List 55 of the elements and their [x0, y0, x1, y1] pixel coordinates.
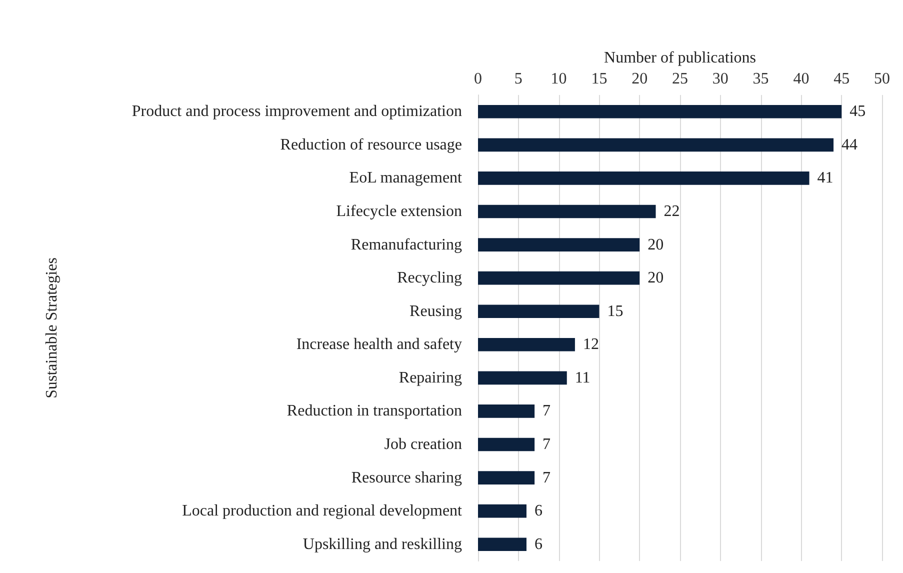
data-label: 45	[850, 103, 866, 120]
bar	[478, 271, 640, 285]
bar	[478, 404, 535, 418]
data-label: 20	[648, 236, 664, 254]
bar	[478, 138, 834, 152]
y-tick-label: Recycling	[397, 270, 462, 287]
data-label: 15	[607, 302, 624, 320]
y-axis-title: Sustainable Strategies	[44, 258, 60, 398]
y-tick-label: Job creation	[384, 436, 462, 453]
y-tick-label: Reduction of resource usage	[280, 136, 462, 154]
data-label: 7	[542, 469, 551, 486]
x-tick-label: 30	[712, 70, 728, 88]
y-tick-label: Resource sharing	[351, 469, 462, 486]
bar	[478, 338, 575, 352]
data-label: 44	[842, 136, 858, 154]
x-tick-label: 15	[591, 70, 608, 88]
y-tick-label: Remanufacturing	[350, 236, 462, 254]
bar	[478, 371, 567, 385]
x-axis-title: Number of publications	[604, 50, 756, 67]
bar	[478, 438, 535, 452]
y-tick-label: Repairing	[398, 369, 462, 386]
bar	[478, 172, 810, 185]
data-label: 12	[582, 336, 599, 354]
data-label: 7	[542, 436, 551, 453]
y-tick-label: Local production and regional development	[182, 502, 463, 520]
y-tick-label: Reusing	[410, 302, 462, 320]
y-tick-label: Product and process improvement and optimization	[132, 103, 462, 120]
bar	[478, 471, 535, 484]
y-tick-label: Upskilling and reskilling	[302, 536, 462, 553]
bar	[478, 204, 656, 218]
y-tick-label: Lifecycle extension	[336, 203, 462, 220]
data-label: 11	[574, 369, 590, 386]
x-tick-label: 45	[834, 70, 850, 88]
x-tick-label: 20	[632, 70, 648, 88]
data-label: 7	[542, 402, 551, 420]
x-tick-label: 35	[752, 70, 769, 88]
data-label: 6	[534, 502, 542, 520]
bar	[478, 104, 842, 118]
y-tick-label: EoL management	[349, 170, 463, 187]
data-label: 20	[648, 270, 664, 287]
x-tick-label: 5	[514, 70, 522, 88]
data-label: 41	[817, 170, 834, 187]
x-tick-label: 0	[474, 70, 482, 88]
x-tick-label: 50	[874, 70, 890, 88]
x-tick-label: 10	[550, 70, 567, 88]
bar	[478, 538, 526, 552]
x-tick-label: 40	[793, 70, 810, 88]
x-tick-label: 25	[672, 70, 688, 88]
y-tick-label: Reduction in transportation	[286, 402, 462, 420]
data-label: 6	[534, 536, 542, 553]
bar	[478, 304, 600, 318]
data-label: 22	[664, 203, 680, 220]
bar	[478, 504, 526, 518]
bar	[478, 238, 640, 252]
y-tick-label: Increase health and safety	[296, 336, 462, 354]
